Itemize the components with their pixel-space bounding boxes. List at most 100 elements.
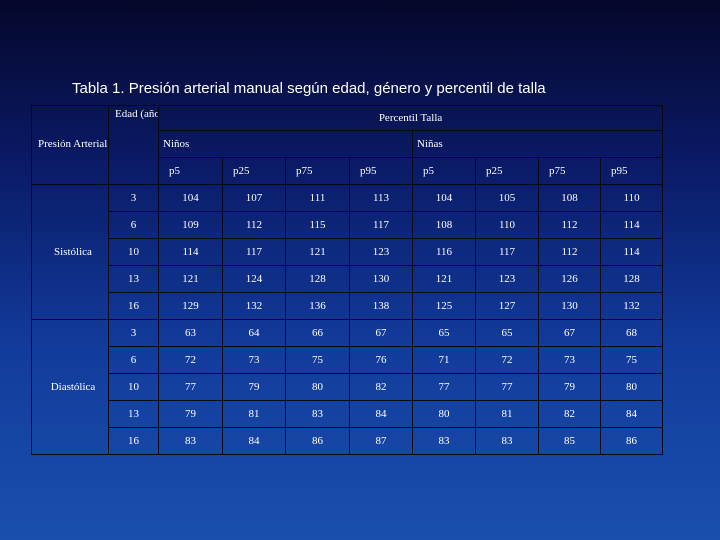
percentil-talla-header: Percentil Talla xyxy=(157,105,664,131)
value-cell: 82 xyxy=(349,373,413,401)
ninas-header: Niñas xyxy=(411,130,664,158)
value-cell: 121 xyxy=(285,238,350,266)
value-cell: 83 xyxy=(158,427,223,455)
value-cell: 138 xyxy=(349,292,413,320)
value-cell: 117 xyxy=(349,211,413,239)
table-row: 6 72 73 75 76 71 72 73 75 xyxy=(32,346,664,374)
value-cell: 108 xyxy=(412,211,476,239)
value-cell: 123 xyxy=(349,238,413,266)
value-cell: 81 xyxy=(222,400,286,428)
value-cell: 82 xyxy=(538,400,601,428)
value-cell: 107 xyxy=(222,184,286,212)
age-cell: 3 xyxy=(108,319,159,347)
value-cell: 73 xyxy=(222,346,286,374)
value-cell: 114 xyxy=(599,211,664,239)
value-cell: 116 xyxy=(412,238,476,266)
value-cell: 123 xyxy=(475,265,539,293)
value-cell: 67 xyxy=(538,319,601,347)
age-cell: 13 xyxy=(108,400,159,428)
value-cell: 114 xyxy=(599,238,664,266)
value-cell: 110 xyxy=(475,211,539,239)
value-cell: 127 xyxy=(475,292,539,320)
value-cell: 129 xyxy=(158,292,223,320)
age-cell: 10 xyxy=(108,238,159,266)
value-cell: 85 xyxy=(538,427,601,455)
value-cell: 84 xyxy=(222,427,286,455)
value-cell: 86 xyxy=(599,427,664,455)
value-cell: 117 xyxy=(475,238,539,266)
percentile-header: p25 xyxy=(475,157,539,185)
value-cell: 136 xyxy=(285,292,350,320)
group-label: Sistólica xyxy=(31,184,109,320)
value-cell: 76 xyxy=(349,346,413,374)
value-cell: 83 xyxy=(475,427,539,455)
value-cell: 83 xyxy=(285,400,350,428)
value-cell: 75 xyxy=(599,346,664,374)
value-cell: 68 xyxy=(599,319,664,347)
value-cell: 67 xyxy=(349,319,413,347)
table-row: 16 83 84 86 87 83 83 85 86 xyxy=(32,427,664,455)
value-cell: 132 xyxy=(222,292,286,320)
percentile-header: p75 xyxy=(285,157,350,185)
value-cell: 65 xyxy=(475,319,539,347)
percentile-header: p95 xyxy=(599,157,664,185)
table-row: 16 129 132 136 138 125 127 130 132 xyxy=(32,292,664,320)
value-cell: 125 xyxy=(412,292,476,320)
value-cell: 121 xyxy=(158,265,223,293)
value-cell: 65 xyxy=(412,319,476,347)
value-cell: 63 xyxy=(158,319,223,347)
percentile-header: p5 xyxy=(158,157,223,185)
percentile-header: p95 xyxy=(349,157,413,185)
value-cell: 115 xyxy=(285,211,350,239)
value-cell: 80 xyxy=(285,373,350,401)
value-cell: 80 xyxy=(599,373,664,401)
value-cell: 77 xyxy=(475,373,539,401)
percentile-header: p75 xyxy=(538,157,601,185)
value-cell: 126 xyxy=(538,265,601,293)
value-cell: 80 xyxy=(412,400,476,428)
value-cell: 72 xyxy=(475,346,539,374)
value-cell: 114 xyxy=(158,238,223,266)
value-cell: 124 xyxy=(222,265,286,293)
value-cell: 84 xyxy=(349,400,413,428)
value-cell: 117 xyxy=(222,238,286,266)
percentile-header: p25 xyxy=(222,157,286,185)
value-cell: 111 xyxy=(285,184,350,212)
edad-header: Edad (años) xyxy=(108,105,159,185)
age-cell: 3 xyxy=(108,184,159,212)
table-row: Sistólica 3 104 107 111 113 104 105 108 110 xyxy=(31,184,664,320)
group-label: Diastólica xyxy=(31,319,109,455)
value-cell: 104 xyxy=(412,184,476,212)
value-cell: 110 xyxy=(599,184,664,212)
table-row: 13 79 81 83 84 80 81 82 84 xyxy=(32,400,664,428)
value-cell: 87 xyxy=(349,427,413,455)
ninos-header: Niños xyxy=(158,130,413,158)
value-cell: 121 xyxy=(412,265,476,293)
presion-arterial-header: Presión Arterial xyxy=(31,105,109,185)
value-cell: 66 xyxy=(285,319,350,347)
age-cell: 13 xyxy=(108,265,159,293)
value-cell: 64 xyxy=(222,319,286,347)
value-cell: 72 xyxy=(158,346,223,374)
value-cell: 130 xyxy=(538,292,601,320)
table-row: 10 77 79 80 82 77 77 79 80 xyxy=(32,373,664,401)
age-cell: 10 xyxy=(108,373,159,401)
table-row: 10 114 117 121 123 116 117 112 114 xyxy=(32,238,664,266)
value-cell: 112 xyxy=(538,238,601,266)
slide-title: Tabla 1. Presión arterial manual según e… xyxy=(72,80,546,97)
age-cell: 6 xyxy=(108,211,159,239)
percentile-header: p5 xyxy=(412,157,476,185)
value-cell: 132 xyxy=(599,292,664,320)
blood-pressure-table: Presión Arterial Edad (años) Percentil T… xyxy=(31,105,664,455)
value-cell: 71 xyxy=(412,346,476,374)
value-cell: 77 xyxy=(412,373,476,401)
age-cell: 6 xyxy=(108,346,159,374)
value-cell: 128 xyxy=(599,265,664,293)
age-cell: 16 xyxy=(108,427,159,455)
value-cell: 77 xyxy=(158,373,223,401)
value-cell: 128 xyxy=(285,265,350,293)
table-row: 13 121 124 128 130 121 123 126 128 xyxy=(32,265,664,293)
value-cell: 75 xyxy=(285,346,350,374)
value-cell: 105 xyxy=(475,184,539,212)
value-cell: 79 xyxy=(538,373,601,401)
